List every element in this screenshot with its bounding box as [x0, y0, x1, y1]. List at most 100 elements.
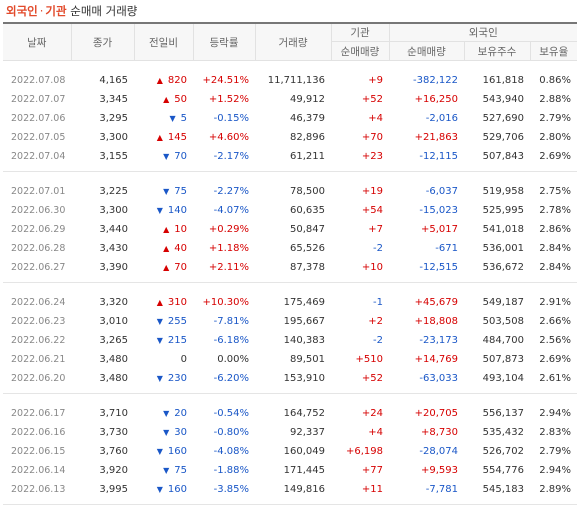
triangle-down-icon: ▼ [163, 152, 170, 161]
cell-foreign-net: -7,781 [425, 484, 458, 495]
header-foreign-group: 외국인 [389, 22, 577, 42]
table-row: 2022.06.29 3,440 ▲ 10 +0.29% 50,847 +7 +5,017 54… [3, 220, 577, 239]
cell-volume: 164,752 [283, 408, 325, 419]
cell-change: ▼ 30 [134, 423, 193, 442]
cell-inst-net: +9 [368, 75, 383, 86]
cell-holdings: 526,702 [482, 446, 524, 457]
table-row: 2022.07.05 3,300 ▲ 145 +4.60% 82,896 +70 +21,86… [3, 128, 577, 147]
header-date: 날짜 [3, 22, 72, 61]
cell-foreign-net: -6,037 [425, 186, 458, 197]
cell-rate: -0.80% [213, 427, 249, 438]
change-value: 0 [180, 354, 187, 365]
cell-inst-net: +77 [361, 465, 383, 476]
cell-holdings: 549,187 [482, 297, 524, 308]
cell-volume: 149,816 [283, 484, 325, 495]
cell-close: 3,995 [99, 484, 128, 495]
cell-rate: -2.17% [213, 151, 249, 162]
cell-date: 2022.07.04 [11, 151, 66, 162]
triangle-down-icon: ▼ [156, 206, 163, 215]
cell-close: 3,430 [99, 243, 128, 254]
cell-holdings: 484,700 [482, 335, 524, 346]
cell-volume: 11,711,136 [267, 75, 325, 86]
cell-rate: +1.18% [208, 243, 249, 254]
cell-date: 2022.07.01 [11, 186, 66, 197]
cell-holding-rate: 2.66% [539, 316, 571, 327]
cell-date: 2022.06.29 [11, 224, 66, 235]
cell-rate: -7.81% [213, 316, 249, 327]
cell-inst-net: +4 [368, 113, 383, 124]
cell-date: 2022.06.15 [11, 446, 66, 457]
cell-volume: 92,337 [290, 427, 325, 438]
cell-holdings: 556,137 [482, 408, 524, 419]
triangle-down-icon: ▼ [169, 114, 176, 123]
cell-date: 2022.06.27 [11, 262, 66, 273]
cell-holdings: 519,958 [482, 186, 524, 197]
cell-volume: 195,667 [283, 316, 325, 327]
cell-volume: 65,526 [290, 243, 325, 254]
cell-change: ▼ 75 [134, 182, 193, 201]
change-value: 10 [174, 224, 187, 235]
cell-close: 3,480 [99, 354, 128, 365]
header-close: 종가 [71, 22, 135, 61]
cell-holdings: 161,818 [482, 75, 524, 86]
change-value: 820 [167, 75, 187, 86]
cell-volume: 49,912 [290, 94, 325, 105]
header-holdings: 보유주수 [464, 41, 531, 61]
cell-change: ▲ 70 [134, 258, 193, 277]
header-holding-rate: 보유율 [530, 41, 577, 61]
cell-holding-rate: 2.84% [539, 243, 571, 254]
cell-holdings: 503,508 [482, 316, 524, 327]
cell-inst-net: +54 [361, 205, 383, 216]
cell-change: ▼ 230 [134, 369, 193, 388]
cell-holding-rate: 0.86% [539, 75, 571, 86]
cell-inst-net: +52 [361, 94, 383, 105]
cell-date: 2022.06.21 [11, 354, 66, 365]
cell-foreign-net: -671 [435, 243, 458, 254]
cell-date: 2022.06.20 [11, 373, 66, 384]
cell-date: 2022.06.28 [11, 243, 66, 254]
cell-holding-rate: 2.83% [539, 427, 571, 438]
table-row: 2022.06.23 3,010 ▼ 255 -7.81% 195,667 +2 +18,80… [3, 312, 577, 331]
cell-close: 4,165 [99, 75, 128, 86]
cell-date: 2022.06.30 [11, 205, 66, 216]
table-row: 2022.07.08 4,165 ▲ 820 +24.51% 11,711,136 +9 -3… [3, 71, 577, 90]
cell-foreign-net: -28,074 [419, 446, 458, 457]
change-value: 145 [167, 132, 187, 143]
header-volume: 거래량 [255, 22, 332, 61]
cell-foreign-net: +45,679 [414, 297, 458, 308]
cell-change: ▼ 160 [134, 442, 193, 461]
cell-date: 2022.06.14 [11, 465, 66, 476]
group-divider [3, 388, 577, 394]
cell-volume: 175,469 [283, 297, 325, 308]
change-value: 70 [174, 262, 187, 273]
cell-inst-net: +23 [361, 151, 383, 162]
cell-date: 2022.07.07 [11, 94, 66, 105]
cell-inst-net: +52 [361, 373, 383, 384]
change-value: 5 [180, 113, 187, 124]
cell-close: 3,225 [99, 186, 128, 197]
cell-foreign-net: +14,769 [414, 354, 458, 365]
cell-change: ▼ 5 [134, 109, 193, 128]
triangle-down-icon: ▼ [156, 336, 163, 345]
cell-holdings: 529,706 [482, 132, 524, 143]
triangle-up-icon: ▲ [156, 133, 163, 142]
change-value: 30 [174, 427, 187, 438]
cell-holding-rate: 2.61% [539, 373, 571, 384]
cell-holdings: 536,001 [482, 243, 524, 254]
triangle-up-icon: ▲ [156, 76, 163, 85]
triangle-down-icon: ▼ [163, 187, 170, 196]
cell-holding-rate: 2.86% [539, 224, 571, 235]
cell-holding-rate: 2.78% [539, 205, 571, 216]
cell-close: 3,480 [99, 373, 128, 384]
cell-foreign-net: -12,515 [419, 262, 458, 273]
cell-holdings: 535,432 [482, 427, 524, 438]
cell-foreign-net: +9,593 [420, 465, 458, 476]
cell-foreign-net: +16,250 [414, 94, 458, 105]
triangle-down-icon: ▼ [156, 447, 163, 456]
cell-close: 3,710 [99, 408, 128, 419]
cell-close: 3,300 [99, 205, 128, 216]
cell-inst-net: +11 [361, 484, 383, 495]
table-row: 2022.07.01 3,225 ▼ 75 -2.27% 78,500 +19 -6,037 5… [3, 182, 577, 201]
triangle-down-icon: ▼ [156, 374, 163, 383]
section-title: 외국인 · 기관 순매매 거래량 [0, 0, 580, 22]
